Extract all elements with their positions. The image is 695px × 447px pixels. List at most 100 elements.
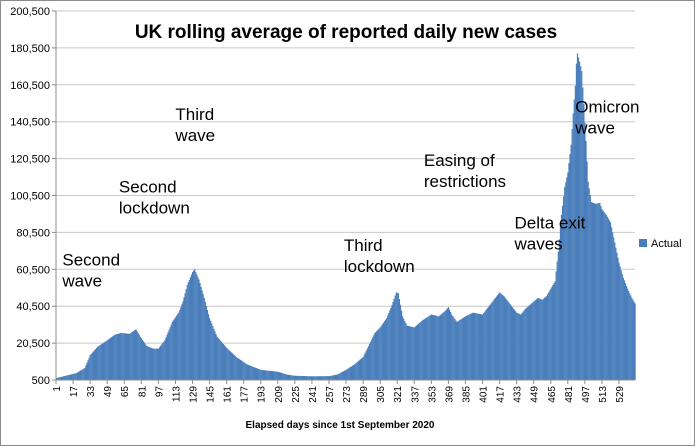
legend-label: Actual <box>651 238 682 250</box>
bar <box>178 312 180 380</box>
bar <box>174 317 177 380</box>
bar <box>621 273 623 380</box>
bar <box>81 369 83 380</box>
bar <box>454 318 456 380</box>
bar <box>338 373 340 380</box>
bar <box>307 376 309 380</box>
x-tick-label: 209 <box>274 386 285 403</box>
bar <box>434 315 436 380</box>
bar <box>277 371 279 380</box>
x-tick-label: 513 <box>598 386 609 403</box>
bar <box>324 376 326 380</box>
bar <box>465 315 468 380</box>
bar <box>352 365 355 380</box>
bar <box>252 366 254 380</box>
bar <box>423 319 425 380</box>
bar <box>131 332 133 380</box>
bar <box>191 272 194 380</box>
bar <box>528 305 531 380</box>
bar <box>209 318 211 380</box>
bar <box>255 368 258 380</box>
bar <box>232 353 234 380</box>
bar <box>379 327 381 380</box>
bar <box>234 355 236 380</box>
bar <box>76 372 78 380</box>
x-tick-label: 481 <box>564 386 575 403</box>
bar <box>617 257 619 380</box>
bar <box>589 195 591 380</box>
bar <box>493 299 495 380</box>
bar <box>600 206 602 380</box>
bar <box>625 285 628 380</box>
bar <box>553 283 555 380</box>
bar <box>274 371 276 380</box>
bar <box>228 349 230 380</box>
bar <box>555 271 557 380</box>
bar <box>320 376 323 380</box>
y-tick-label: 160,500 <box>10 80 50 92</box>
bar <box>547 294 549 380</box>
bar <box>455 320 457 380</box>
x-tick-label: 321 <box>393 386 404 403</box>
bar <box>296 375 298 380</box>
bar <box>186 284 188 380</box>
bar <box>68 374 70 380</box>
bar <box>452 315 454 380</box>
bar <box>512 308 515 380</box>
bar <box>97 346 99 380</box>
bar <box>591 202 594 380</box>
bar <box>511 307 514 380</box>
bar <box>87 360 89 380</box>
bar <box>457 321 459 380</box>
bar <box>190 274 193 380</box>
bar <box>573 99 575 380</box>
bar <box>206 310 209 380</box>
bar <box>75 373 77 380</box>
bar <box>519 314 521 380</box>
y-tick-label: 200,500 <box>10 6 50 18</box>
bar <box>73 373 75 380</box>
bar <box>428 315 430 380</box>
bar <box>431 314 434 380</box>
bar <box>251 366 253 380</box>
bar <box>618 262 620 380</box>
bar <box>165 337 167 380</box>
bar <box>506 300 508 380</box>
bar <box>344 370 346 380</box>
bar <box>135 329 137 380</box>
bar <box>164 340 166 380</box>
bar <box>378 328 380 380</box>
bar <box>517 313 519 380</box>
bar <box>399 304 402 380</box>
bar <box>235 356 237 380</box>
bar <box>78 371 81 380</box>
bar <box>212 326 214 380</box>
bar <box>557 251 559 380</box>
bar <box>599 202 601 380</box>
bar <box>215 334 217 380</box>
x-tick-label: 33 <box>86 386 97 398</box>
annotations: Second wave Second lockdown Third wave Third lo… <box>61 97 639 290</box>
bar <box>485 310 487 380</box>
bar <box>350 366 353 380</box>
bar <box>521 313 523 380</box>
bar <box>327 376 329 380</box>
bar <box>566 177 568 380</box>
bar <box>460 319 462 380</box>
x-tick-label: 81 <box>137 386 148 398</box>
bar <box>386 318 388 380</box>
bar <box>92 351 94 380</box>
x-tick-label: 225 <box>291 386 302 403</box>
bar <box>129 333 131 381</box>
bar <box>67 375 69 380</box>
bar <box>537 297 539 380</box>
bar <box>427 316 429 380</box>
bar <box>226 347 228 380</box>
bar <box>161 344 163 380</box>
bar <box>69 374 71 380</box>
bar <box>111 336 114 380</box>
bar <box>435 315 437 380</box>
annotation-text: wave <box>61 272 102 291</box>
bar <box>552 284 554 380</box>
bar <box>199 283 201 380</box>
